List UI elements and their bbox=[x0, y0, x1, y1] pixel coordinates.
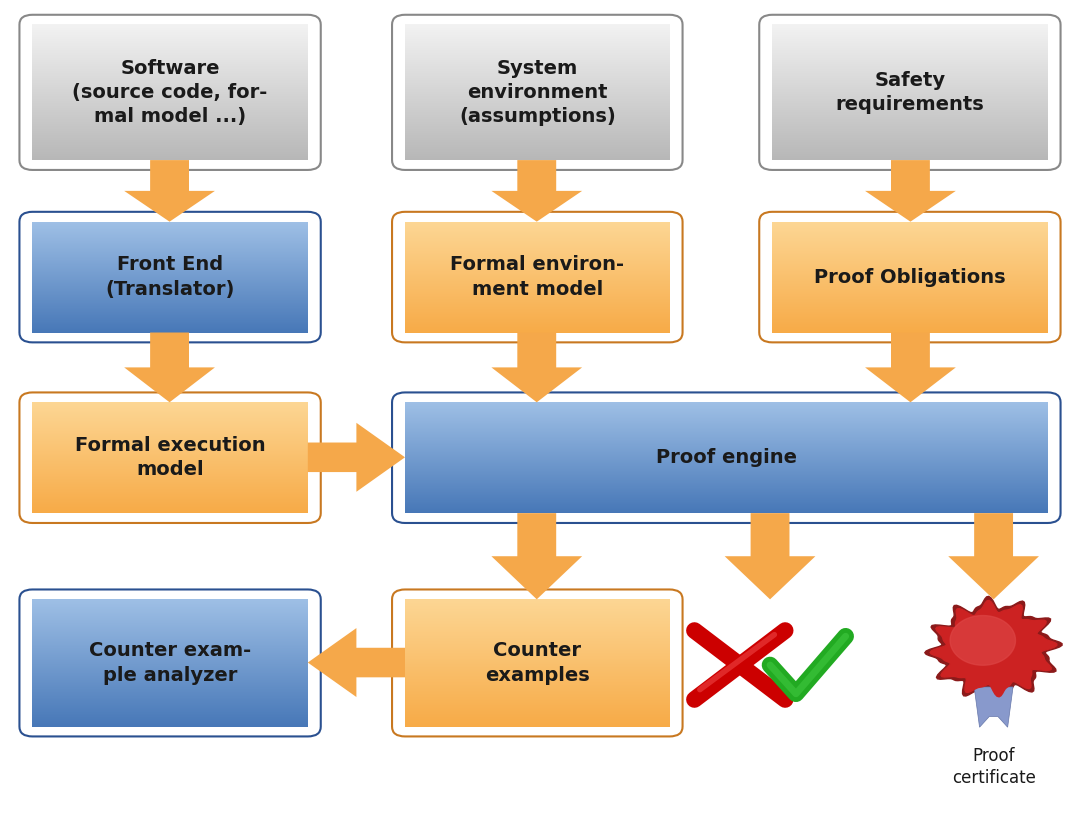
Text: Formal execution
model: Formal execution model bbox=[75, 436, 266, 479]
Polygon shape bbox=[865, 333, 956, 402]
Text: Proof Obligations: Proof Obligations bbox=[814, 268, 1005, 287]
Polygon shape bbox=[124, 160, 215, 222]
Polygon shape bbox=[950, 616, 1015, 665]
FancyBboxPatch shape bbox=[19, 212, 321, 342]
FancyBboxPatch shape bbox=[759, 212, 1061, 342]
FancyBboxPatch shape bbox=[392, 589, 683, 736]
FancyBboxPatch shape bbox=[19, 589, 321, 736]
Polygon shape bbox=[491, 513, 582, 599]
Polygon shape bbox=[725, 513, 815, 599]
FancyBboxPatch shape bbox=[19, 392, 321, 523]
Polygon shape bbox=[865, 160, 956, 222]
Text: Formal environ-
ment model: Formal environ- ment model bbox=[450, 255, 624, 299]
Text: Front End
(Translator): Front End (Translator) bbox=[106, 255, 234, 299]
FancyBboxPatch shape bbox=[759, 15, 1061, 170]
Polygon shape bbox=[930, 600, 1057, 697]
Polygon shape bbox=[491, 160, 582, 222]
Text: Proof engine: Proof engine bbox=[656, 448, 797, 467]
Text: Safety
requirements: Safety requirements bbox=[836, 71, 984, 114]
Polygon shape bbox=[948, 513, 1039, 599]
Polygon shape bbox=[308, 628, 405, 697]
FancyBboxPatch shape bbox=[392, 15, 683, 170]
FancyBboxPatch shape bbox=[392, 392, 1061, 523]
Polygon shape bbox=[974, 687, 1013, 727]
Text: System
environment
(assumptions): System environment (assumptions) bbox=[459, 58, 616, 126]
Polygon shape bbox=[124, 333, 215, 402]
Polygon shape bbox=[308, 423, 405, 492]
Text: Software
(source code, for-
mal model ...): Software (source code, for- mal model ..… bbox=[72, 58, 268, 126]
Polygon shape bbox=[924, 596, 1062, 701]
FancyBboxPatch shape bbox=[19, 15, 321, 170]
Text: Counter exam-
ple analyzer: Counter exam- ple analyzer bbox=[89, 641, 252, 685]
Text: Proof
certificate: Proof certificate bbox=[951, 747, 1036, 787]
FancyBboxPatch shape bbox=[392, 212, 683, 342]
Text: Counter
examples: Counter examples bbox=[485, 641, 590, 685]
Polygon shape bbox=[491, 333, 582, 402]
